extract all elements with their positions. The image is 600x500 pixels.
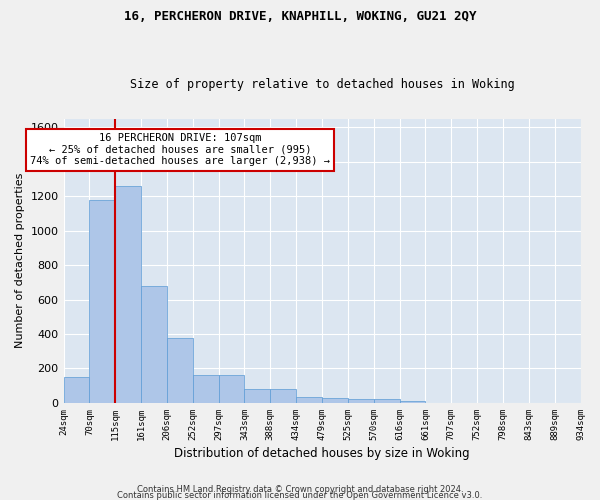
Bar (374, 400, 400, 403)
Title: Size of property relative to detached houses in Woking: Size of property relative to detached ho… (130, 78, 514, 91)
Text: Contains public sector information licensed under the Open Government Licence v3: Contains public sector information licen… (118, 490, 482, 500)
Bar (89, 200, 115, 403)
X-axis label: Distribution of detached houses by size in Woking: Distribution of detached houses by size … (174, 447, 470, 460)
Y-axis label: Number of detached properties: Number of detached properties (15, 173, 25, 348)
Bar (271, 389, 296, 403)
Bar (348, 400, 374, 403)
Bar (400, 401, 425, 403)
Bar (141, 286, 167, 403)
Bar (296, 397, 322, 403)
Bar (244, 389, 271, 403)
Text: 16, PERCHERON DRIVE, KNAPHILL, WOKING, GU21 2QY: 16, PERCHERON DRIVE, KNAPHILL, WOKING, G… (124, 10, 476, 23)
Bar (115, 186, 141, 403)
Bar (218, 374, 244, 403)
Text: 16 PERCHERON DRIVE: 107sqm
← 25% of detached houses are smaller (995)
74% of sem: 16 PERCHERON DRIVE: 107sqm ← 25% of deta… (30, 133, 330, 166)
Bar (193, 374, 218, 403)
Bar (322, 398, 348, 403)
Bar (64, 378, 89, 403)
Bar (167, 338, 193, 403)
Text: Contains HM Land Registry data © Crown copyright and database right 2024.: Contains HM Land Registry data © Crown c… (137, 484, 463, 494)
